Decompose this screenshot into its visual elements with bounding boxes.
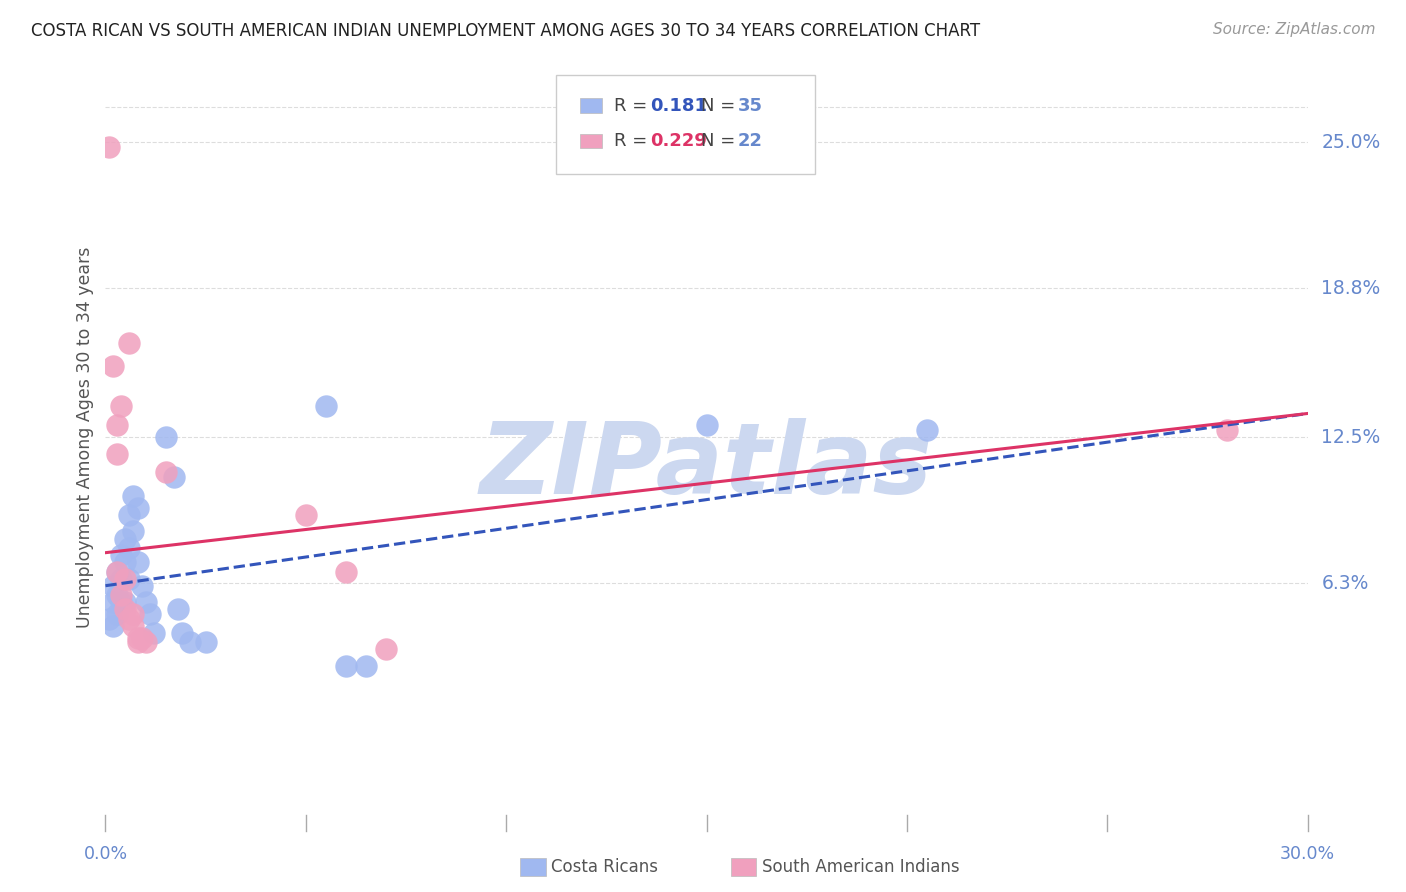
Text: South American Indians: South American Indians [762, 858, 960, 876]
Point [107, 565, 129, 579]
Text: 12.5%: 12.5% [1322, 427, 1381, 447]
Point [107, 607, 129, 621]
Point [142, 626, 165, 640]
Point [118, 541, 141, 555]
Point [107, 418, 129, 433]
Point [98, 612, 121, 626]
Point [110, 548, 132, 562]
FancyBboxPatch shape [581, 98, 602, 113]
Point [110, 588, 132, 602]
Point [131, 579, 153, 593]
Point [127, 555, 149, 569]
Point [315, 400, 337, 414]
Text: R =: R = [614, 96, 652, 115]
Text: 25.0%: 25.0% [1322, 133, 1381, 152]
Point [122, 619, 145, 633]
Point [110, 572, 132, 586]
Point [118, 335, 141, 350]
Point [122, 489, 145, 503]
Point [1216, 423, 1239, 437]
Point [118, 612, 141, 626]
Point [127, 635, 149, 649]
Text: Costa Ricans: Costa Ricans [551, 858, 658, 876]
Point [155, 430, 177, 444]
Point [179, 635, 201, 649]
Text: 30.0%: 30.0% [1279, 846, 1336, 863]
Point [166, 602, 188, 616]
Point [127, 500, 149, 515]
Point [118, 572, 141, 586]
Text: R =: R = [614, 132, 652, 150]
Point [107, 447, 129, 461]
Text: 18.8%: 18.8% [1322, 279, 1381, 298]
Point [107, 565, 129, 579]
Point [155, 466, 177, 480]
Point [110, 595, 132, 609]
Point [354, 659, 377, 673]
Point [98, 140, 121, 154]
Point [335, 565, 357, 579]
Point [162, 470, 184, 484]
Point [170, 626, 193, 640]
Point [114, 595, 136, 609]
Point [122, 524, 145, 539]
Point [107, 588, 129, 602]
FancyBboxPatch shape [557, 75, 814, 174]
Text: 0.0%: 0.0% [83, 846, 128, 863]
Point [915, 423, 938, 437]
Point [122, 607, 145, 621]
Point [103, 619, 125, 633]
Point [127, 631, 149, 645]
Point [110, 400, 132, 414]
Text: N =: N = [700, 132, 741, 150]
Point [103, 359, 125, 374]
Y-axis label: Unemployment Among Ages 30 to 34 years: Unemployment Among Ages 30 to 34 years [76, 246, 94, 628]
Point [131, 631, 153, 645]
Point [103, 595, 125, 609]
Text: N =: N = [700, 96, 741, 115]
Point [114, 602, 136, 616]
Point [103, 579, 125, 593]
Point [374, 642, 398, 657]
Point [135, 595, 157, 609]
Text: 0.229: 0.229 [650, 132, 707, 150]
Point [135, 635, 157, 649]
Point [295, 508, 318, 522]
Point [118, 508, 141, 522]
Text: 22: 22 [738, 132, 763, 150]
FancyBboxPatch shape [581, 134, 602, 148]
Point [696, 418, 718, 433]
Point [138, 607, 160, 621]
Text: COSTA RICAN VS SOUTH AMERICAN INDIAN UNEMPLOYMENT AMONG AGES 30 TO 34 YEARS CORR: COSTA RICAN VS SOUTH AMERICAN INDIAN UNE… [31, 22, 980, 40]
Text: 0.181: 0.181 [650, 96, 707, 115]
Point [335, 659, 357, 673]
Point [114, 532, 136, 546]
Point [194, 635, 217, 649]
Text: Source: ZipAtlas.com: Source: ZipAtlas.com [1212, 22, 1375, 37]
Point [114, 572, 136, 586]
Text: 6.3%: 6.3% [1322, 574, 1369, 593]
Point [114, 555, 136, 569]
Text: ZIPatlas: ZIPatlas [479, 417, 934, 515]
Text: 35: 35 [738, 96, 763, 115]
